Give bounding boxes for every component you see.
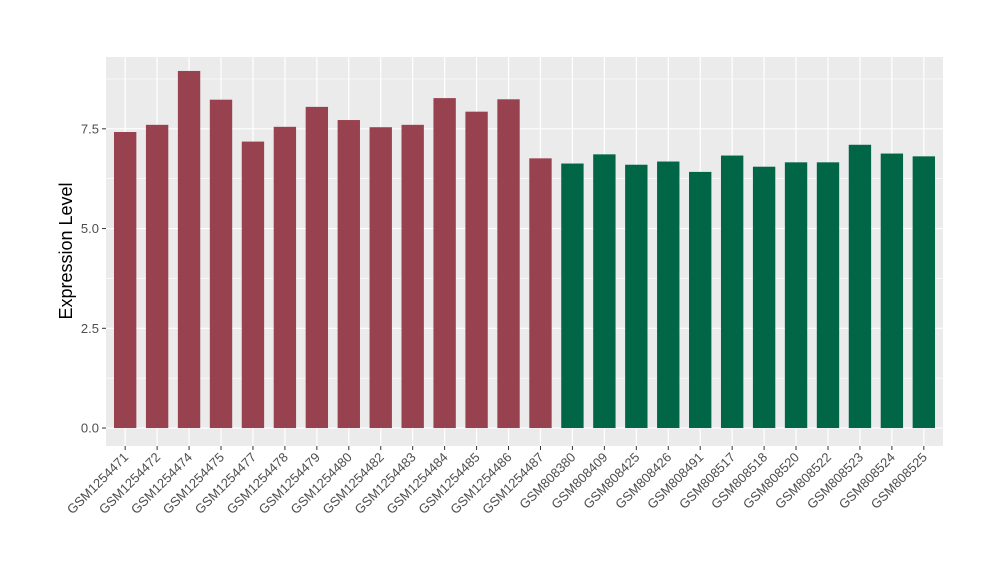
bar	[177, 70, 201, 429]
bar	[912, 156, 936, 429]
bar	[593, 154, 616, 429]
bar	[657, 161, 680, 429]
bar	[784, 162, 808, 429]
bar	[209, 99, 233, 429]
bar	[145, 124, 169, 429]
bar	[369, 127, 392, 429]
y-tick-label: 7.5	[81, 121, 99, 136]
y-tick-label: 2.5	[81, 321, 99, 336]
bar	[529, 158, 552, 429]
bar	[433, 98, 456, 429]
y-axis: 0.0 2.5 5.0 7.5	[81, 121, 106, 436]
bar	[305, 106, 329, 429]
bar	[625, 164, 648, 429]
bar	[752, 166, 776, 429]
bar	[848, 144, 872, 429]
bar	[561, 163, 584, 429]
bar	[401, 124, 424, 429]
y-axis-title: Expression Level	[56, 182, 76, 319]
y-tick-label: 5.0	[81, 221, 99, 236]
bar	[880, 153, 904, 429]
bar	[497, 99, 520, 429]
bar	[113, 132, 137, 429]
bar	[720, 155, 744, 429]
bar	[689, 171, 712, 429]
bar	[273, 126, 297, 429]
y-tick-label: 0.0	[81, 421, 99, 436]
bar	[465, 111, 488, 429]
bar	[337, 120, 360, 429]
bar	[816, 162, 840, 429]
bars-layer	[113, 70, 936, 429]
x-axis: GSM1254471GSM1254472GSM1254474GSM1254475…	[64, 446, 930, 517]
bar	[241, 141, 265, 429]
